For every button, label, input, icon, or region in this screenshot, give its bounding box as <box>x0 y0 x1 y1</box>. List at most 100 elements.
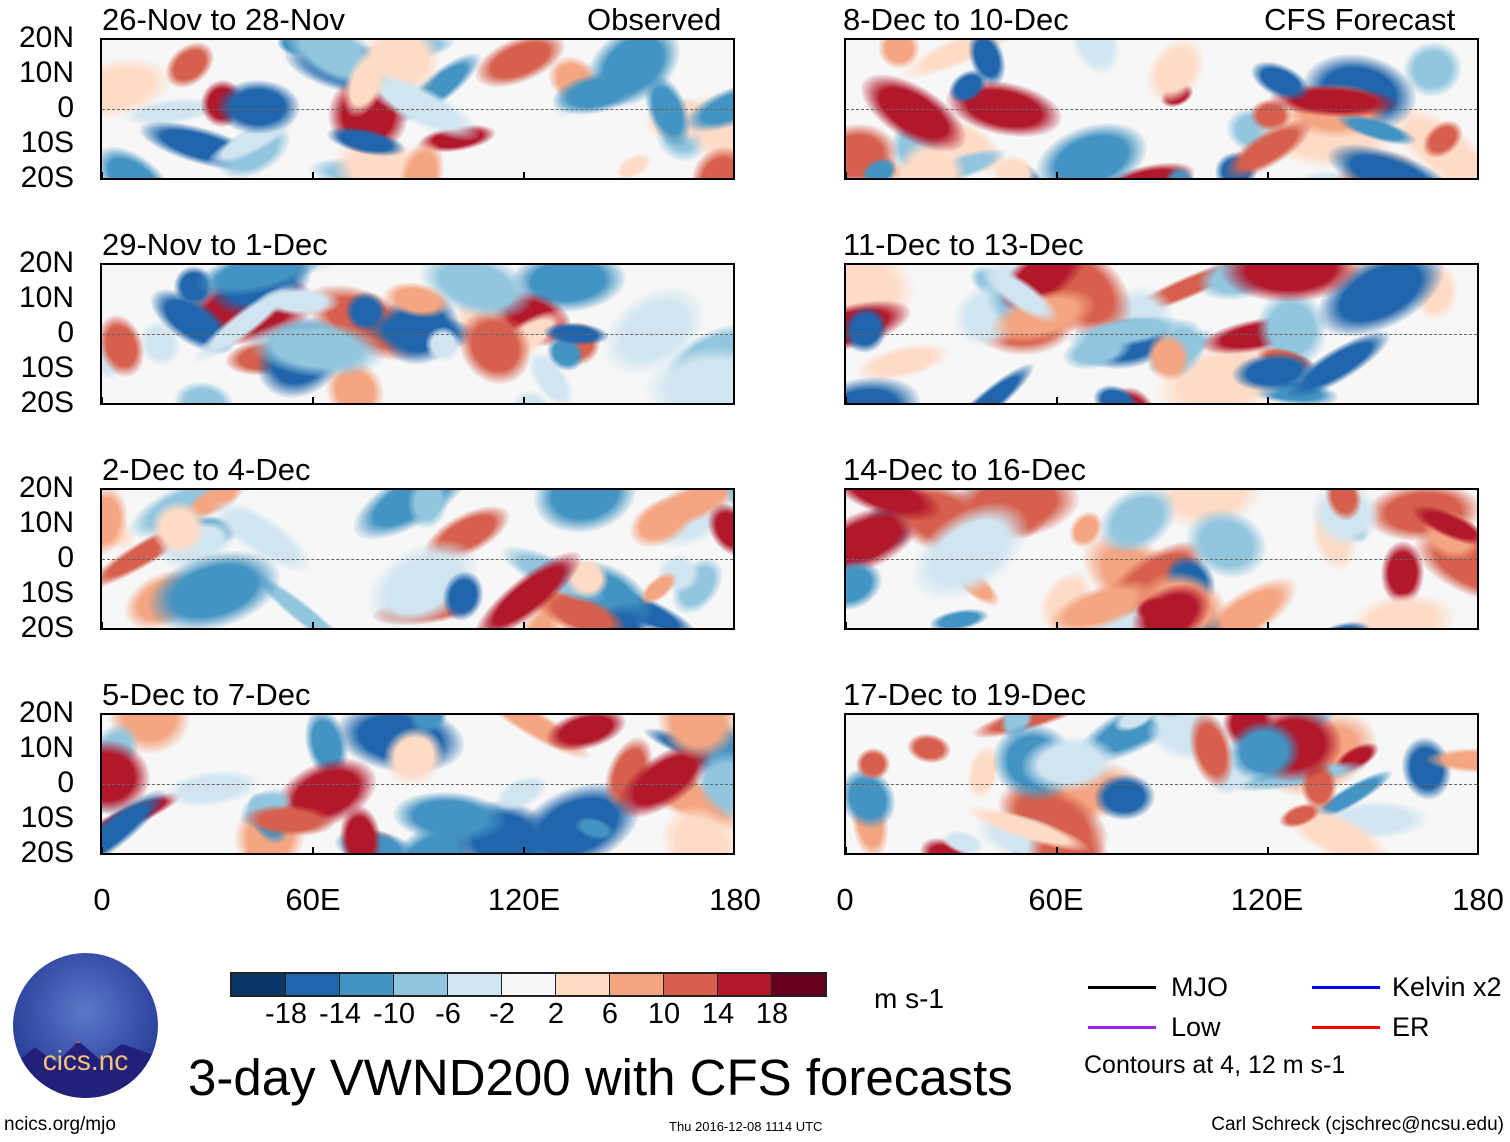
lon-label: 180 <box>709 882 761 917</box>
wind-anomaly-region <box>170 377 238 403</box>
contour-note: Contours at 4, 12 m s-1 <box>1084 1051 1346 1079</box>
colorbar-tick-label: -10 <box>373 998 415 1030</box>
axis-tick <box>1267 397 1269 403</box>
axis-tick <box>846 847 847 853</box>
equator-line <box>102 559 733 560</box>
colorbar-tick-label: 10 <box>647 998 681 1030</box>
lat-label: 20S <box>20 836 74 869</box>
equator-line <box>102 784 733 785</box>
map-panel-observed-2 <box>100 263 735 405</box>
axis-tick <box>1267 172 1269 178</box>
axis-tick <box>312 172 314 178</box>
lat-label: 10N <box>18 506 74 539</box>
mjo-legend-line <box>1088 986 1156 989</box>
axis-tick <box>1056 172 1058 178</box>
map-panel-forecast-4 <box>844 713 1479 855</box>
colorbar-swatch <box>340 974 394 995</box>
axis-tick <box>102 622 103 628</box>
colorbar-tick-label: -14 <box>319 998 361 1030</box>
equator-line <box>846 334 1477 335</box>
colorbar-swatch <box>772 974 825 995</box>
colorbar-tick-label: 6 <box>601 998 619 1030</box>
lat-label: 20N <box>18 471 74 504</box>
axis-tick <box>1267 622 1269 628</box>
legend-label: Low <box>1171 1012 1221 1042</box>
colorbar-swatch <box>394 974 448 995</box>
panel-title: 26-Nov to 28-Nov <box>102 2 345 37</box>
lat-label: 10S <box>20 126 74 159</box>
axis-tick <box>1478 622 1479 628</box>
map-panel-observed-3 <box>100 488 735 630</box>
legend-label: MJO <box>1171 972 1228 1002</box>
legend-label: Kelvin x2 <box>1392 972 1502 1002</box>
colorbar-swatch <box>556 974 610 995</box>
wind-anomaly-region <box>855 747 892 781</box>
lon-label: 0 <box>836 882 854 917</box>
panel-title: 2-Dec to 4-Dec <box>102 452 311 487</box>
wind-anomaly-region <box>936 355 1041 403</box>
axis-tick <box>846 172 847 178</box>
lat-label: 0 <box>57 766 74 799</box>
axis-tick <box>846 397 847 403</box>
axis-tick <box>102 172 103 178</box>
panel-title: 17-Dec to 19-Dec <box>843 677 1086 712</box>
map-panel-forecast-2 <box>844 263 1479 405</box>
axis-tick <box>1056 397 1058 403</box>
axis-tick <box>734 622 735 628</box>
equator-line <box>846 559 1477 560</box>
forecast-label: CFS Forecast <box>1264 2 1456 37</box>
colorbar-swatch <box>664 974 718 995</box>
axis-tick <box>523 172 525 178</box>
colorbar-tick-label: -2 <box>489 998 515 1030</box>
colorbar-swatch <box>286 974 340 995</box>
lat-label: 10N <box>18 731 74 764</box>
colorbar-swatch <box>610 974 664 995</box>
lat-label: 10N <box>18 281 74 314</box>
panel-title: 29-Nov to 1-Dec <box>102 227 328 262</box>
wind-anomaly-region <box>904 730 953 767</box>
lat-label: 0 <box>57 541 74 574</box>
lat-label: 10S <box>20 576 74 609</box>
low-legend-line <box>1088 1026 1156 1029</box>
axis-tick <box>1056 622 1058 628</box>
lat-label: 20N <box>18 696 74 729</box>
colorbar-swatch <box>502 974 556 995</box>
figure-title: 3-day VWND200 with CFS forecasts <box>188 1049 1013 1106</box>
cics-logo: cics.nc <box>13 953 158 1098</box>
axis-tick <box>523 847 525 853</box>
lat-label: 20N <box>18 246 74 279</box>
axis-tick <box>1478 172 1479 178</box>
map-panel-observed-1 <box>100 38 735 180</box>
map-panel-observed-4 <box>100 713 735 855</box>
colorbar-tick-label: 14 <box>701 998 735 1030</box>
colorbar <box>230 972 827 997</box>
lat-label: 20S <box>20 611 74 644</box>
wind-anomaly-region <box>611 147 656 178</box>
axis-tick <box>312 847 314 853</box>
lat-label: 20S <box>20 386 74 419</box>
kelvin-legend-line <box>1312 986 1380 989</box>
axis-tick <box>102 847 103 853</box>
lon-label: 0 <box>93 882 111 917</box>
footer-author: Carl Schreck (cjschrec@ncsu.edu) <box>1211 1114 1504 1135</box>
axis-tick <box>734 397 735 403</box>
lat-label: 20N <box>18 21 74 54</box>
panel-title: 11-Dec to 13-Dec <box>843 227 1084 262</box>
lon-label: 60E <box>1028 882 1084 917</box>
equator-line <box>102 334 733 335</box>
footer-link[interactable]: ncics.org/mjo <box>4 1114 116 1135</box>
lat-label: 0 <box>57 316 74 349</box>
lon-label: 120E <box>1230 882 1304 917</box>
lon-label: 180 <box>1452 882 1504 917</box>
lon-label: 120E <box>487 882 561 917</box>
axis-tick <box>1267 847 1269 853</box>
panel-title: 8-Dec to 10-Dec <box>843 2 1069 37</box>
wind-anomaly-region <box>927 605 990 628</box>
wind-anomaly-region <box>215 79 301 134</box>
colorbar-swatch <box>232 974 286 995</box>
axis-tick <box>734 172 735 178</box>
lat-label: 10N <box>18 56 74 89</box>
colorbar-tick-label: 2 <box>547 998 565 1030</box>
axis-tick <box>734 847 735 853</box>
